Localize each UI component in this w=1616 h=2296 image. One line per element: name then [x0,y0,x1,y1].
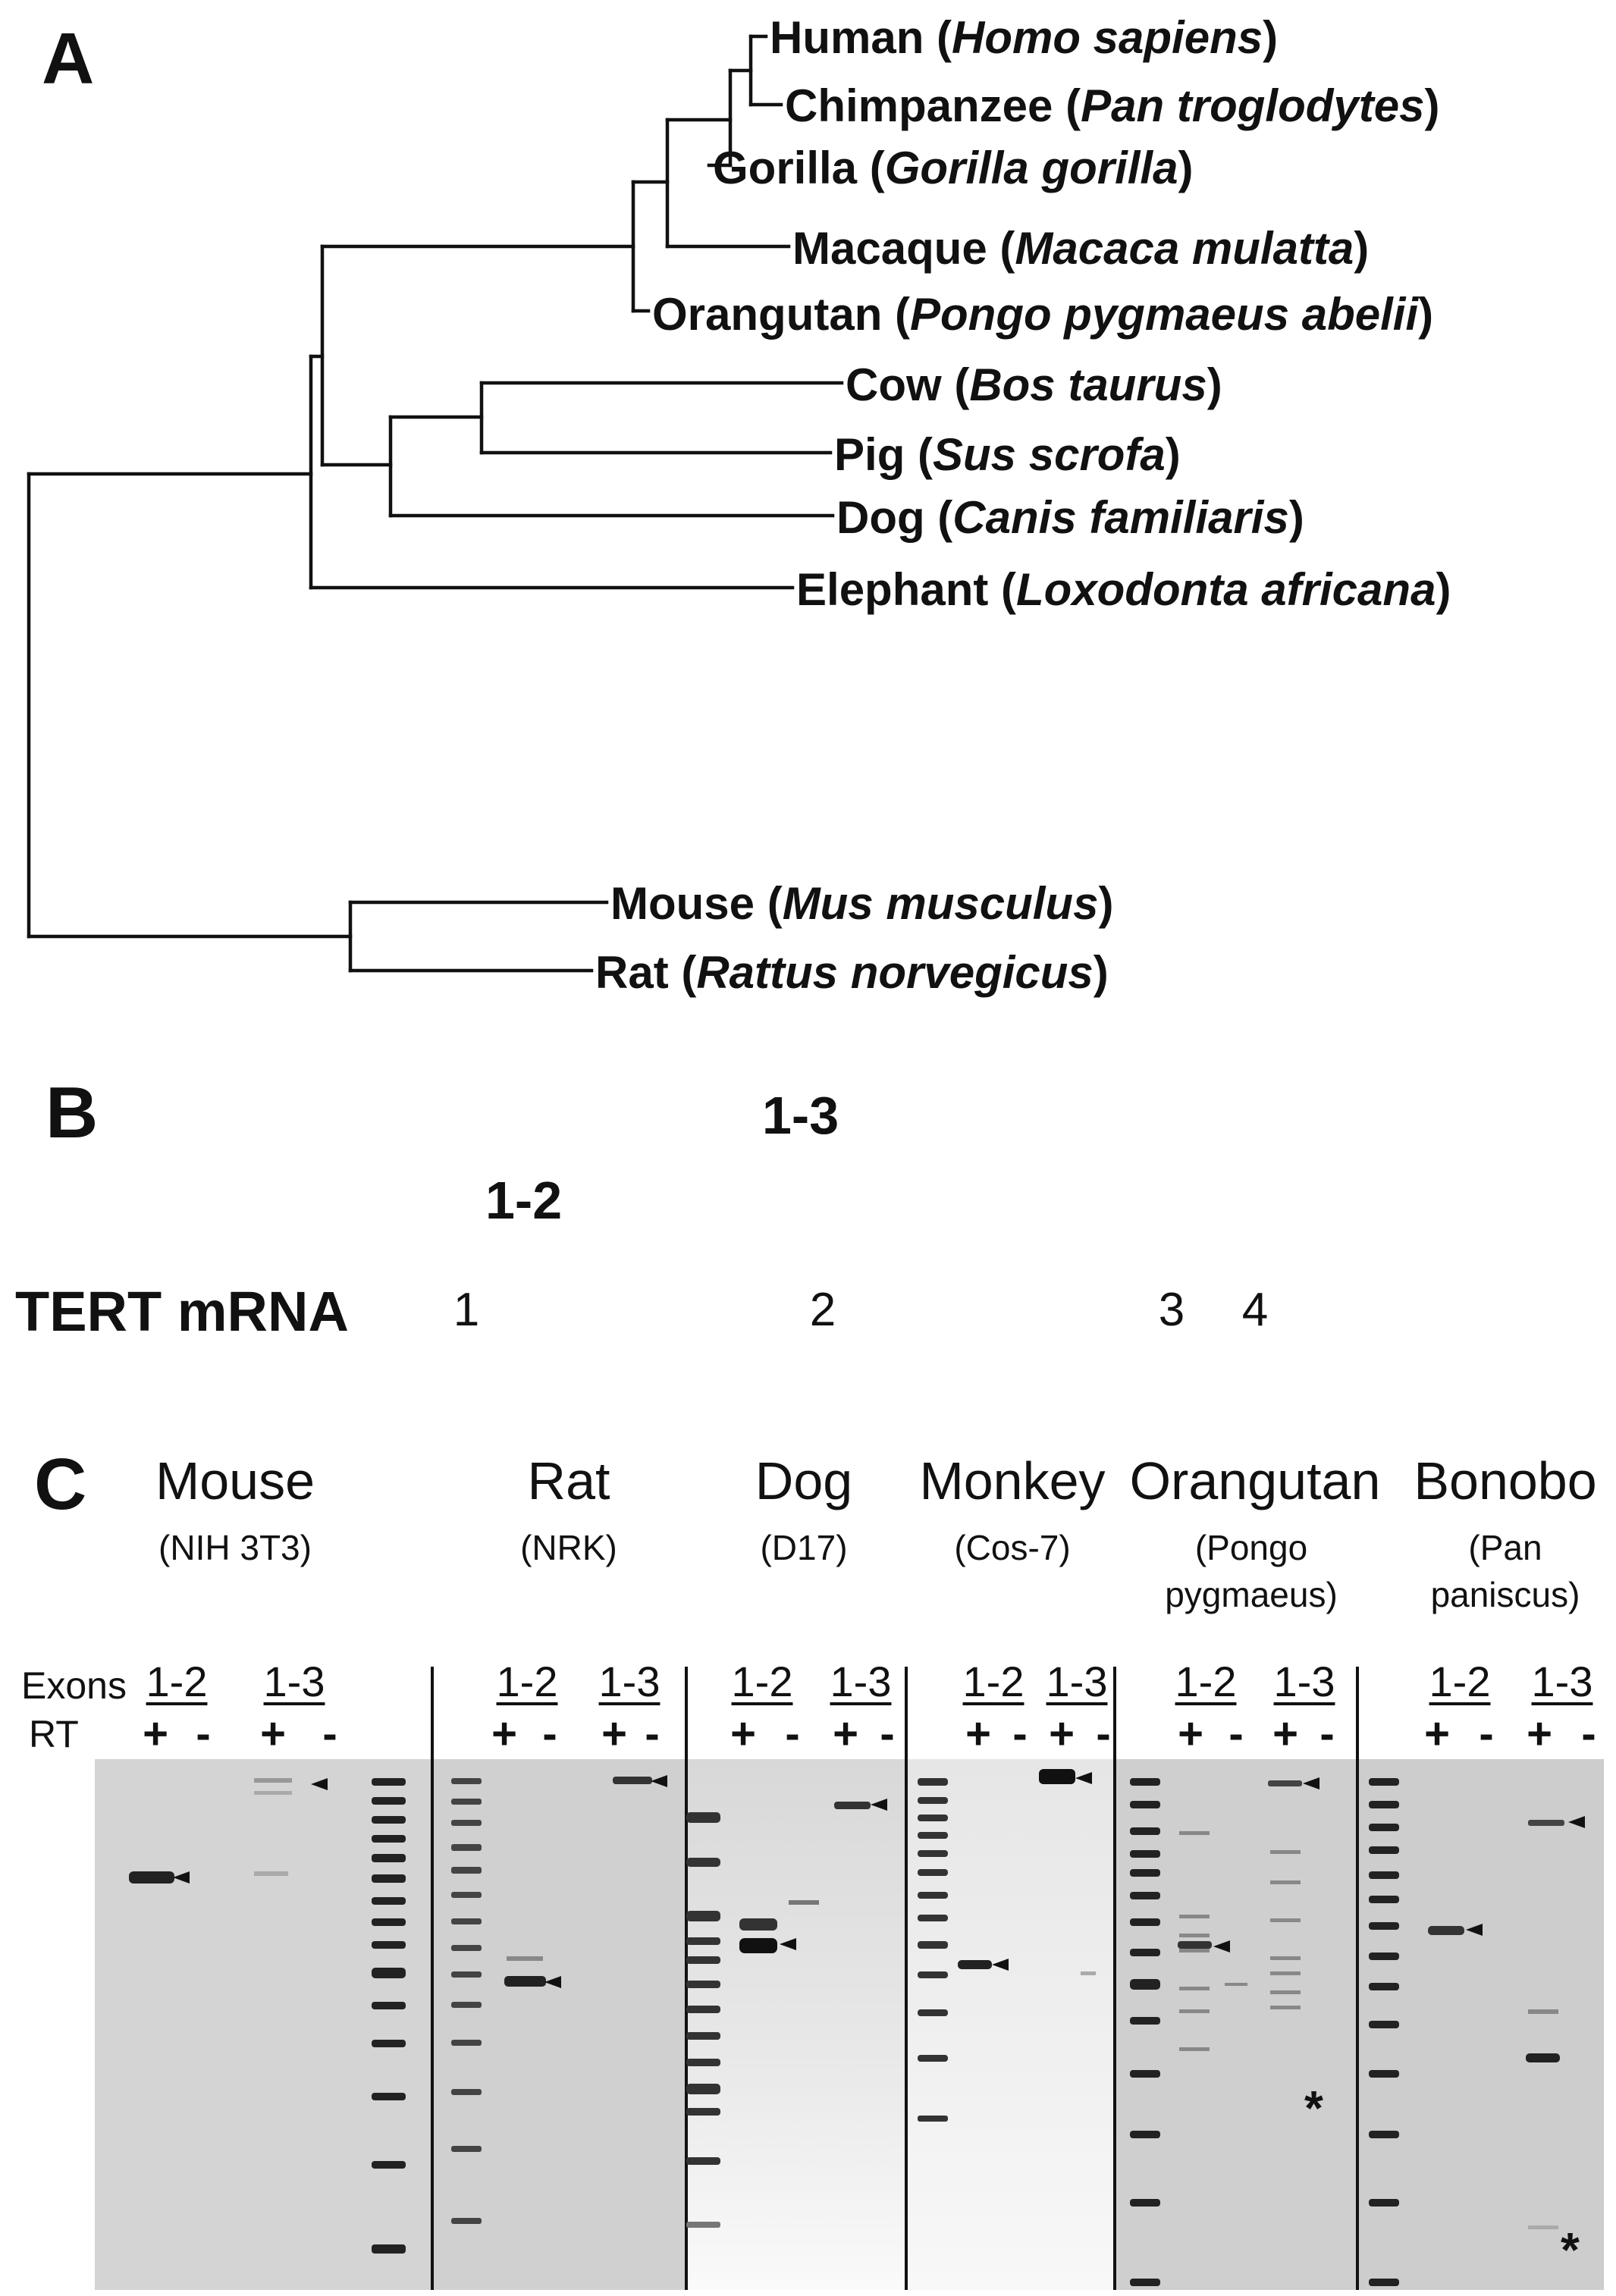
rt-plus: + [1527,1709,1552,1758]
species-dog-line: (D17) [760,1528,848,1567]
lane-header-monkey-1-2: 1-2 [962,1658,1025,1705]
species-mouse-line: (NIH 3T3) [158,1528,312,1567]
lane-header-rat-1-2: 1-2 [496,1658,558,1705]
species-bonobo-line1: (Pan [1468,1528,1542,1567]
exon-4-label: 4 [1241,1284,1269,1336]
taxon-label-orangutan: Orangutan (Pongo pygmaeus abelii) [652,289,1434,340]
rt-minus: - [880,1709,895,1758]
lane-header-dog-1-2: 1-2 [731,1658,793,1705]
taxon-label-elephant: Elephant (Loxodonta africana) [796,564,1451,615]
lane-header-mouse-1-3: 1-3 [263,1658,325,1705]
amplicon-1-2-label: 1-2 [485,1171,563,1230]
orangutan-gel [1130,1777,1319,2286]
taxon-label-gorilla: Gorilla (Gorilla gorilla) [713,143,1194,193]
taxon-label-mouse: Mouse (Mus musculus) [610,878,1114,929]
species-orangutan-line1: (Pongo [1194,1528,1308,1567]
rt-plus: + [833,1709,858,1758]
lane-header-mouse-1-2: 1-2 [146,1658,208,1705]
lane-header-bonobo-1-3: 1-3 [1531,1658,1593,1705]
dog-gel [686,1799,887,2228]
rt-minus: - [1319,1709,1335,1758]
rt-minus: - [1479,1709,1494,1758]
rt-plus: + [601,1709,627,1758]
panel-a-letter: A [42,18,95,99]
lane-header-orangutan-1-2: 1-2 [1175,1658,1237,1705]
species-dog: Dog [755,1451,853,1510]
lane-header-orangutan-1-3: 1-3 [1273,1658,1335,1705]
taxon-label-cow: Cow (Bos taurus) [846,359,1222,410]
rt-plus: + [1424,1709,1450,1758]
rat-gel [451,1775,667,2224]
exon-3-label: 3 [1158,1284,1185,1336]
row-label-exons: Exons [21,1664,127,1707]
lane-header-monkey-1-3: 1-3 [1046,1658,1108,1705]
species-monkey-line: (Cos-7) [954,1528,1071,1567]
bonobo-gel [1369,1778,1585,2286]
row-label-rt: RT [29,1713,79,1755]
species-mouse: Mouse [155,1451,315,1510]
lane-header-rat-1-3: 1-3 [598,1658,661,1705]
rt-plus: + [260,1709,286,1758]
rt-plus: + [143,1709,168,1758]
taxon-label-macaque: Macaque (Macaca mulatta) [792,223,1370,274]
rt-plus: + [965,1709,991,1758]
species-bonobo: Bonobo [1414,1451,1597,1510]
nonspecific-band-marker-orangutan: * [1304,2081,1323,2135]
exon-2-label: 2 [809,1284,836,1336]
nonspecific-band-marker-bonobo: * [1561,2222,1580,2277]
taxon-label-dog: Dog (Canis familiaris) [836,492,1304,543]
lane-header-dog-1-3: 1-3 [830,1658,892,1705]
monkey-gel [918,1769,1096,2122]
rt-minus: - [1012,1709,1028,1758]
rt-plus: + [1049,1709,1075,1758]
rt-plus: + [730,1709,756,1758]
rt-minus: - [542,1709,557,1758]
taxon-label-human: Human (Homo sapiens) [770,12,1279,63]
taxon-label-rat: Rat (Rattus norvegicus) [595,947,1109,998]
rt-minus: - [196,1709,211,1758]
taxon-label-pig: Pig (Sus scrofa) [834,429,1181,480]
rt-minus: - [1096,1709,1111,1758]
lane-header-bonobo-1-2: 1-2 [1429,1658,1491,1705]
rt-minus: - [785,1709,800,1758]
exon-1-label: 1 [453,1284,480,1336]
panel-c-letter: C [34,1444,87,1525]
panel-b-letter: B [45,1072,99,1153]
rt-plus: + [1272,1709,1298,1758]
rt-plus: + [1178,1709,1203,1758]
rt-minus: - [645,1709,660,1758]
rt-plus: + [491,1709,517,1758]
species-monkey: Monkey [919,1451,1106,1510]
rt-minus: - [322,1709,337,1758]
amplicon-1-3-label: 1-3 [762,1086,839,1145]
species-orangutan: Orangutan [1129,1451,1381,1510]
species-orangutan-line2: pygmaeus) [1165,1575,1338,1614]
rt-minus: - [1228,1709,1244,1758]
phylogenetic-tree [27,34,844,973]
species-bonobo-line2: paniscus) [1430,1575,1580,1614]
tert-mrna-label: TERT mRNA [15,1280,349,1343]
taxon-label-chimpanzee: Chimpanzee (Pan troglodytes) [785,80,1440,131]
rt-minus: - [1581,1709,1596,1758]
mouse-gel [129,1778,406,2254]
species-rat-line: (NRK) [520,1528,617,1567]
species-rat: Rat [527,1451,610,1510]
